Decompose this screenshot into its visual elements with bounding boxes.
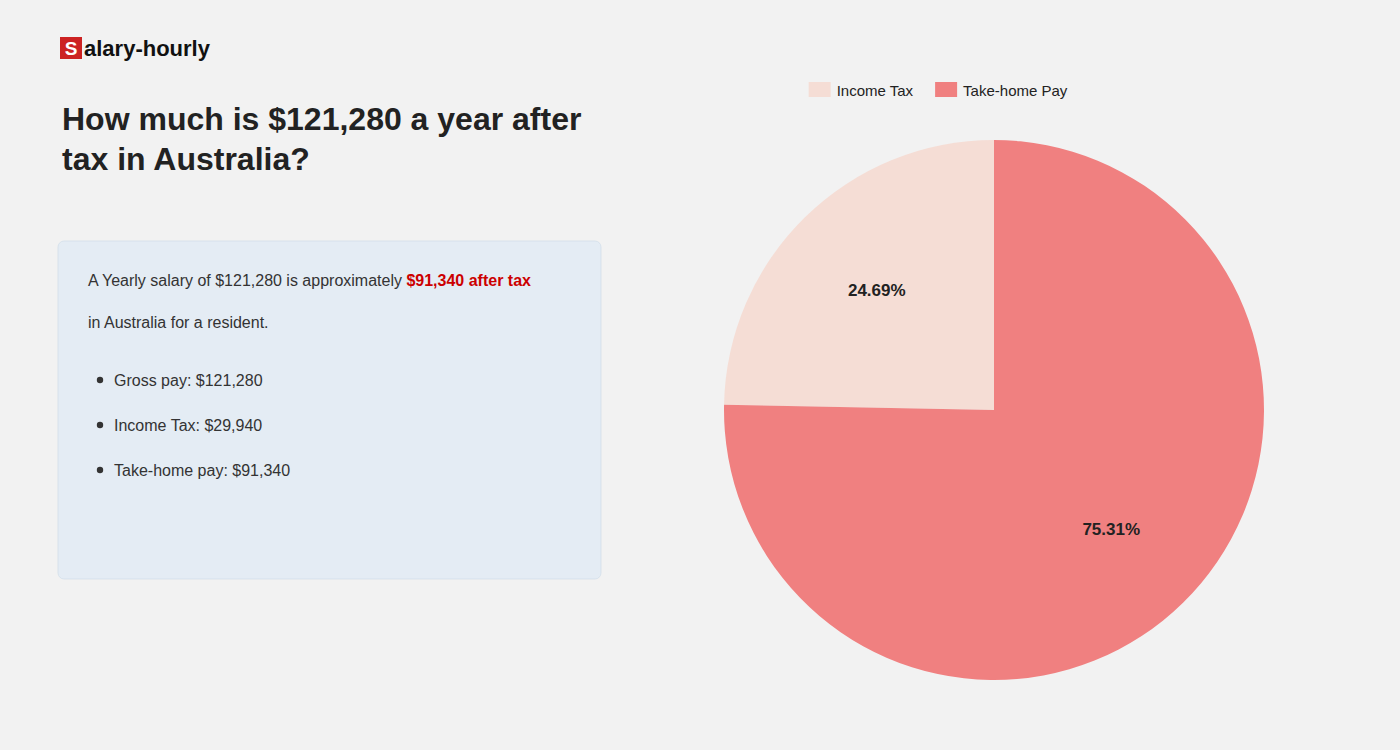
bullet-dot [97, 467, 103, 473]
pie-labels: 24.69% 75.31% [848, 281, 1140, 539]
legend-label: Income Tax [837, 82, 914, 99]
box-text: A Yearly salary of $121,280 is approxima… [88, 272, 406, 289]
legend-label: Take-home Pay [963, 82, 1068, 99]
bullet-text: Take-home pay: $91,340 [114, 462, 290, 479]
bullet-text: Income Tax: $29,940 [114, 417, 262, 434]
logo-letter: S [65, 38, 78, 59]
title: How much is $121,280 a year after tax in… [62, 101, 590, 177]
info-box [58, 241, 601, 579]
pie-plot [724, 140, 1264, 680]
legend-item: Take-home Pay [935, 82, 1068, 99]
pie-slice [724, 140, 994, 410]
chart-container: Salary-hourly How much is $121,280 a year… [0, 0, 1400, 750]
background [0, 0, 1400, 750]
data-label: 75.31% [1082, 520, 1140, 539]
pie-slice [724, 140, 1264, 680]
data-label: 24.69% [848, 281, 906, 300]
logo-text: alary-hourly [84, 36, 211, 61]
bullet-text: Gross pay: $121,280 [114, 372, 263, 389]
bullet-dot [97, 422, 103, 428]
legend-swatch [935, 82, 957, 97]
legend-item: Income Tax [809, 82, 914, 99]
chart-svg: Salary-hourly How much is $121,280 a year… [0, 0, 1400, 750]
legend: Income Tax Take-home Pay [809, 82, 1068, 99]
box-text: in Australia for a resident. [88, 314, 269, 331]
bullet-dot [97, 377, 103, 383]
logo-box [60, 37, 82, 59]
box-highlight: $91,340 after tax [406, 272, 531, 289]
legend-swatch [809, 82, 831, 97]
